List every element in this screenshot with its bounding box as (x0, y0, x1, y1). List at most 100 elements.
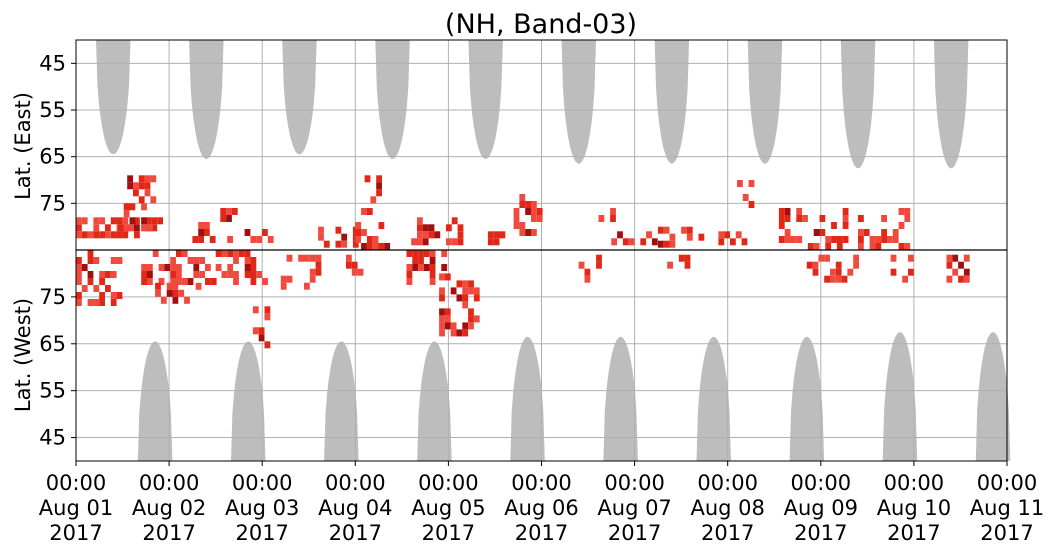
echo-cell (198, 236, 204, 243)
echo-cell (963, 275, 970, 283)
echo-cell (473, 315, 480, 323)
echo-cell (166, 282, 173, 290)
y-tick-label-west: 55 (39, 379, 66, 403)
echo-cell (105, 285, 111, 292)
echo-cell (215, 250, 222, 257)
echo-cell (819, 229, 826, 236)
echo-cell (778, 222, 785, 229)
echo-cell (76, 257, 82, 264)
daylight-region-west-7 (789, 336, 825, 461)
echo-cell (784, 215, 791, 222)
echo-cell (450, 329, 457, 337)
echo-cluster-16 (778, 208, 849, 250)
echo-cell (444, 322, 451, 330)
x-tick-label-line: 2017 (235, 521, 288, 545)
echo-cell (412, 250, 419, 257)
echo-cell (525, 229, 531, 236)
echo-cell (457, 238, 464, 246)
echo-cell (244, 257, 251, 264)
echo-cell (468, 280, 474, 288)
echo-cell (351, 268, 358, 276)
y-axis-ticks: 45 55 65 75 75 65 55 45 (39, 51, 76, 450)
echo-cell (93, 299, 100, 306)
x-tick-label-line: 2017 (49, 521, 102, 545)
echo-cell (87, 299, 94, 306)
x-tick-label: 00:00 Aug 10 2017 (877, 471, 951, 545)
echo-cell (262, 278, 268, 285)
echo-cell (187, 278, 194, 285)
y-tick-label-east: 55 (39, 98, 66, 122)
echo-cell (422, 224, 429, 232)
echo-cell (847, 268, 854, 276)
echo-cell (145, 217, 152, 225)
echo-cell (172, 289, 179, 297)
echo-cell (418, 257, 424, 264)
echo-cell (493, 231, 500, 239)
echo-cell (309, 268, 316, 276)
echo-cell (318, 233, 324, 241)
echo-cell (669, 240, 676, 248)
echo-cell (462, 329, 469, 337)
echo-cell (93, 257, 100, 264)
echo-cell (366, 208, 373, 215)
echo-cell (258, 334, 265, 342)
echo-cell (908, 254, 914, 262)
echo-cell (831, 222, 837, 229)
echo-cluster-29 (806, 254, 859, 283)
echo-cell (462, 280, 469, 288)
echo-cluster-28 (667, 254, 691, 269)
echo-cell (286, 275, 293, 283)
echo-cell (357, 268, 364, 276)
echo-cell (87, 278, 94, 285)
echo-cell (341, 240, 348, 248)
x-tick-label: 00:00 Aug 01 2017 (39, 471, 113, 545)
echo-cell (233, 271, 239, 278)
echo-cell (99, 231, 105, 239)
echo-cell (376, 175, 382, 183)
echo-cell (718, 238, 725, 246)
echo-cell (418, 250, 424, 257)
echo-cell (835, 268, 842, 276)
echo-cell (157, 217, 163, 225)
echo-cell (76, 217, 82, 225)
echo-cell (423, 264, 430, 271)
echo-cell (439, 294, 445, 302)
echo-cell (584, 275, 591, 283)
echo-cell (160, 296, 167, 304)
echo-cell (835, 261, 842, 269)
echo-cell (468, 308, 474, 316)
x-tick-label-line: Aug 06 (504, 496, 578, 520)
echo-cell (250, 271, 257, 278)
echo-cell (144, 182, 151, 190)
echo-cell (147, 271, 153, 278)
echo-cell (525, 201, 531, 208)
echo-cell (233, 250, 239, 257)
echo-cell (164, 264, 171, 271)
echo-cell (244, 250, 251, 257)
echo-cell (429, 271, 436, 278)
echo-cell (946, 261, 953, 269)
echo-cell (881, 215, 887, 222)
x-tick-label: 00:00 Aug 08 2017 (690, 471, 764, 545)
echo-cell (439, 315, 445, 323)
echo-cell (170, 271, 176, 278)
echo-cell (346, 254, 352, 262)
echo-cell (830, 275, 836, 283)
echo-cell (531, 208, 537, 215)
echo-cell (835, 275, 842, 283)
y-tick-label-east: 75 (39, 191, 66, 215)
echo-cell (366, 236, 373, 243)
x-tick-label: 00:00 Aug 06 2017 (504, 471, 578, 545)
echo-cell (684, 261, 691, 269)
echo-cell (778, 215, 785, 222)
echo-cell (610, 208, 616, 215)
echo-cell (178, 289, 185, 297)
echo-cell (215, 264, 222, 271)
echo-cell (141, 271, 147, 278)
x-tick-label-line: 00:00 (697, 471, 758, 495)
echo-cell (76, 292, 82, 299)
daylight-region-west-4 (510, 336, 545, 461)
echo-cell (796, 236, 803, 243)
echo-cell (193, 264, 200, 271)
echo-cell (141, 224, 147, 232)
